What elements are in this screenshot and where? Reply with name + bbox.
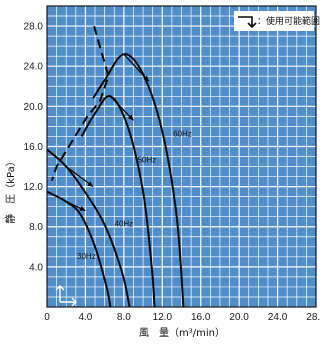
x-tick-label: 28.0 (306, 312, 320, 323)
curve-label-60hz: 60Hz (173, 129, 192, 138)
legend-label: ：使用可能範囲 (257, 15, 320, 27)
curve-label-40hz: 40Hz (115, 220, 134, 229)
y-tick-label: 12.0 (24, 182, 44, 193)
axis-direction-arrows-icon (55, 285, 77, 307)
x-tick-label: 20.0 (229, 312, 249, 323)
y-tick-label: 16.0 (24, 142, 44, 153)
curve-label-50hz: 50Hz (138, 156, 157, 165)
usable-range-line (50, 25, 110, 181)
curve-40hz (46, 148, 131, 308)
x-tick-label: 0 (44, 312, 50, 323)
range-arrow-line (123, 53, 150, 82)
range-arrow-head-icon (87, 181, 94, 187)
x-tick-label: 24.0 (268, 312, 288, 323)
y-tick-label: 20.0 (24, 102, 44, 113)
y-tick-label: 4.0 (29, 262, 43, 273)
x-tick-label: 16.0 (191, 312, 211, 323)
curve-50hz (80, 95, 156, 308)
range-arrow-line (109, 95, 134, 121)
legend-arrow-icon (238, 16, 257, 29)
y-tick-label: 8.0 (29, 222, 43, 233)
x-axis-title: 風 量（m³/min） (139, 327, 225, 339)
grid-lines (46, 5, 317, 308)
x-tick-label: 4.0 (78, 312, 92, 323)
range-arrow-head-icon (79, 206, 86, 211)
tick-labels: 0 4.0 8.0 12.0 16.0 20.0 24.0 28.0 4.0 8.0 12.0 16.… (24, 22, 320, 323)
curve-30hz (46, 190, 112, 308)
x-tick-label: 8.0 (117, 312, 131, 323)
usable-range-boundary (50, 25, 150, 212)
plot-frame (46, 5, 317, 308)
curve-label-30hz: 30Hz (77, 252, 96, 261)
y-axis-title: 静 圧（kPa） (4, 156, 17, 224)
x-tick-label: 12.0 (153, 312, 173, 323)
y-tick-label: 24.0 (24, 62, 44, 73)
range-arrow-head-icon (127, 114, 134, 121)
y-tick-label: 28.0 (24, 22, 44, 33)
range-arrow-head-icon (143, 75, 149, 82)
range-arrow-line (65, 166, 94, 188)
legend: ：使用可能範囲 (234, 11, 320, 31)
